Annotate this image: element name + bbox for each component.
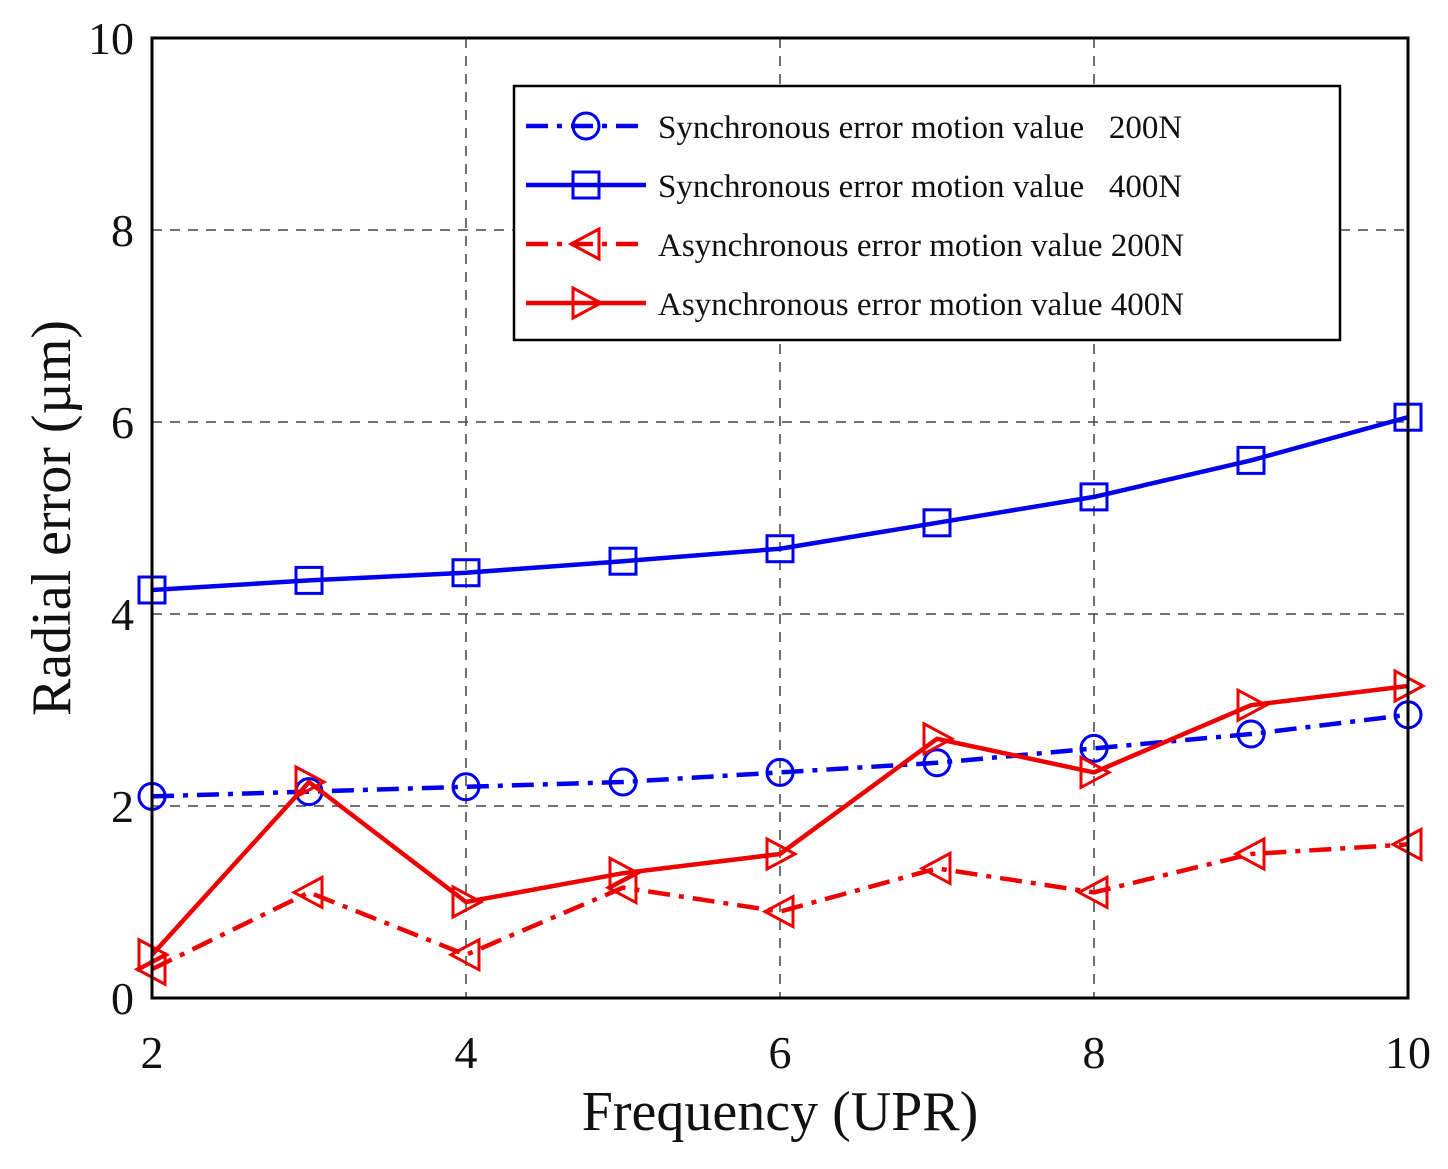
data-point xyxy=(1232,836,1266,872)
data-point xyxy=(1236,445,1266,475)
data-point xyxy=(451,772,481,802)
data-point xyxy=(1236,719,1266,749)
data-point xyxy=(918,850,952,886)
y-tick-label: 6 xyxy=(111,397,134,448)
y-tick-labels: 0 2 4 6 8 10 xyxy=(88,13,134,1024)
series-line xyxy=(151,712,1409,799)
data-point xyxy=(451,884,485,920)
data-point xyxy=(294,764,328,800)
legend-marker xyxy=(571,170,601,200)
data-point xyxy=(294,565,324,595)
legend-marker xyxy=(571,111,601,141)
series-line xyxy=(150,683,1409,957)
data-point xyxy=(922,721,956,757)
data-point xyxy=(447,937,481,973)
legend-box xyxy=(512,84,1342,342)
legend-label: Asynchronous error motion value 200N xyxy=(658,228,1184,264)
legend-item: Asynchronous error motion value 400N xyxy=(526,285,1184,323)
data-point xyxy=(451,558,481,588)
legend-label: Synchronous error motion value 400N xyxy=(658,169,1182,205)
y-tick-label: 4 xyxy=(111,589,134,640)
series-line xyxy=(151,842,1409,972)
y-axis-title: Radial error (µm) xyxy=(21,320,83,716)
data-point xyxy=(765,757,795,787)
data-point xyxy=(761,894,795,930)
series-line xyxy=(151,415,1409,593)
x-tick-label: 10 xyxy=(1385,1027,1431,1078)
y-tick-label: 2 xyxy=(111,781,134,832)
legend-marker xyxy=(567,226,601,262)
data-point xyxy=(922,748,952,778)
legend-item: Synchronous error motion value 200N xyxy=(526,110,1182,146)
x-tick-label: 8 xyxy=(1083,1027,1106,1078)
legend-marker xyxy=(571,285,605,321)
data-point xyxy=(922,508,952,538)
x-axis-title: Frequency (UPR) xyxy=(582,1081,979,1143)
data-point xyxy=(1079,733,1109,763)
x-tick-label: 6 xyxy=(769,1027,792,1078)
data-point xyxy=(1079,482,1109,512)
plot-frame xyxy=(150,36,1410,1000)
legend-label: Asynchronous error motion value 400N xyxy=(658,287,1184,323)
y-tick-label: 10 xyxy=(88,13,134,64)
series-layer xyxy=(133,402,1427,987)
x-tick-labels: 2 4 6 8 10 xyxy=(141,1027,1432,1078)
legend: Synchronous error motion value 200N Synch… xyxy=(512,84,1342,342)
x-tick-label: 2 xyxy=(141,1027,164,1078)
y-tick-label: 8 xyxy=(111,205,134,256)
legend-item: Synchronous error motion value 400N xyxy=(526,169,1182,205)
data-point xyxy=(765,836,799,872)
x-tick-label: 4 xyxy=(455,1027,478,1078)
data-point xyxy=(608,767,638,797)
legend-item: Asynchronous error motion value 200N xyxy=(526,226,1184,264)
data-point xyxy=(1079,754,1113,790)
legend-label: Synchronous error motion value 200N xyxy=(658,110,1182,146)
data-point xyxy=(765,534,795,564)
data-point xyxy=(290,874,324,910)
data-point xyxy=(1236,687,1270,723)
y-tick-label: 0 xyxy=(111,973,134,1024)
data-point xyxy=(608,546,638,576)
data-point xyxy=(1075,874,1109,910)
data-point xyxy=(608,855,642,891)
